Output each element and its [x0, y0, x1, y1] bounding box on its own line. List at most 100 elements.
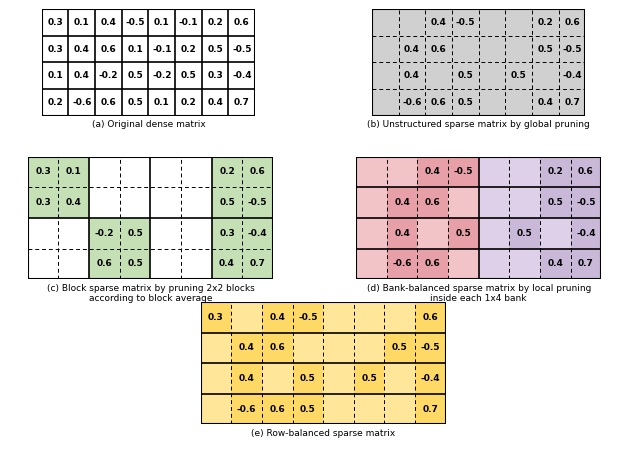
Text: -0.5: -0.5	[454, 168, 473, 177]
Text: 0.5: 0.5	[300, 374, 316, 383]
Bar	[399, 9, 426, 36]
Bar	[354, 302, 385, 332]
Bar	[452, 36, 479, 62]
Bar	[571, 157, 602, 187]
Bar	[571, 248, 602, 279]
Text: 0.4: 0.4	[431, 18, 447, 27]
Text: (e) Row-balanced sparse matrix: (e) Row-balanced sparse matrix	[251, 429, 396, 438]
Text: 0.4: 0.4	[394, 229, 410, 238]
Text: 0.5: 0.5	[538, 44, 553, 54]
Text: -0.5: -0.5	[456, 18, 475, 27]
Text: 0.3: 0.3	[35, 168, 51, 177]
Text: 0.5: 0.5	[456, 229, 471, 238]
Bar	[356, 157, 387, 187]
Bar	[540, 187, 571, 218]
Bar	[387, 187, 417, 218]
Text: 0.5: 0.5	[517, 229, 532, 238]
Text: 0.4: 0.4	[239, 343, 255, 352]
Bar	[506, 36, 532, 62]
Bar	[540, 157, 571, 187]
Bar	[479, 218, 509, 248]
Text: 0.4: 0.4	[239, 374, 255, 383]
Text: -0.6: -0.6	[403, 98, 422, 107]
Text: 0.6: 0.6	[425, 198, 440, 207]
Bar	[148, 36, 175, 62]
Bar	[292, 302, 323, 332]
Text: (d) Bank-balanced sparse matrix by local pruning
inside each 1x4 bank: (d) Bank-balanced sparse matrix by local…	[367, 284, 591, 303]
Bar	[479, 62, 506, 89]
Bar	[532, 62, 559, 89]
Bar	[387, 248, 417, 279]
Bar	[212, 218, 243, 248]
Bar	[95, 62, 122, 89]
Text: 0.5: 0.5	[127, 98, 143, 107]
Bar	[399, 36, 426, 62]
Bar	[95, 36, 122, 62]
Bar	[200, 332, 231, 363]
Bar	[506, 89, 532, 116]
Bar	[181, 218, 212, 248]
Bar	[448, 218, 479, 248]
Bar	[415, 363, 446, 394]
Text: 0.5: 0.5	[392, 343, 408, 352]
Text: -0.5: -0.5	[420, 343, 440, 352]
Text: 0.5: 0.5	[180, 71, 196, 80]
Bar	[212, 187, 243, 218]
Bar	[181, 157, 212, 187]
Bar	[479, 9, 506, 36]
Text: -0.4: -0.4	[232, 71, 252, 80]
Text: 0.7: 0.7	[564, 98, 580, 107]
Bar	[559, 9, 586, 36]
Text: 0.2: 0.2	[547, 168, 563, 177]
Bar	[202, 9, 228, 36]
Bar	[415, 302, 446, 332]
Text: 0.6: 0.6	[100, 44, 116, 54]
Bar	[228, 89, 255, 116]
Bar	[323, 394, 354, 424]
Bar	[175, 36, 202, 62]
Text: 0.4: 0.4	[269, 313, 285, 322]
Bar	[202, 89, 228, 116]
Text: -0.6: -0.6	[237, 405, 257, 414]
Bar	[426, 62, 452, 89]
Bar	[532, 9, 559, 36]
Text: 0.6: 0.6	[269, 343, 285, 352]
Bar	[372, 62, 399, 89]
Bar	[243, 218, 273, 248]
Bar	[243, 187, 273, 218]
Bar	[292, 332, 323, 363]
Text: 0.7: 0.7	[422, 405, 438, 414]
Bar	[262, 363, 292, 394]
Bar	[228, 62, 255, 89]
Bar	[354, 394, 385, 424]
Text: 0.4: 0.4	[547, 259, 563, 268]
Bar	[28, 218, 58, 248]
Text: 0.6: 0.6	[431, 98, 447, 107]
Bar	[506, 9, 532, 36]
Bar	[150, 248, 181, 279]
Text: 0.3: 0.3	[47, 44, 63, 54]
Bar	[571, 218, 602, 248]
Bar	[356, 218, 387, 248]
Text: 0.4: 0.4	[404, 44, 420, 54]
Text: 0.1: 0.1	[47, 71, 63, 80]
Bar	[354, 332, 385, 363]
Bar	[212, 157, 243, 187]
Bar	[28, 187, 58, 218]
Text: -0.6: -0.6	[72, 98, 92, 107]
Text: 0.6: 0.6	[564, 18, 580, 27]
Bar	[243, 248, 273, 279]
Bar	[417, 157, 448, 187]
Bar	[399, 62, 426, 89]
Bar	[509, 187, 540, 218]
Bar	[231, 332, 262, 363]
Text: 0.4: 0.4	[207, 98, 223, 107]
Bar	[356, 187, 387, 218]
Bar	[479, 187, 509, 218]
Bar	[385, 302, 415, 332]
Bar	[42, 9, 68, 36]
Text: 0.6: 0.6	[425, 259, 440, 268]
Text: 0.5: 0.5	[127, 71, 143, 80]
Bar	[292, 394, 323, 424]
Text: 0.7: 0.7	[250, 259, 266, 268]
